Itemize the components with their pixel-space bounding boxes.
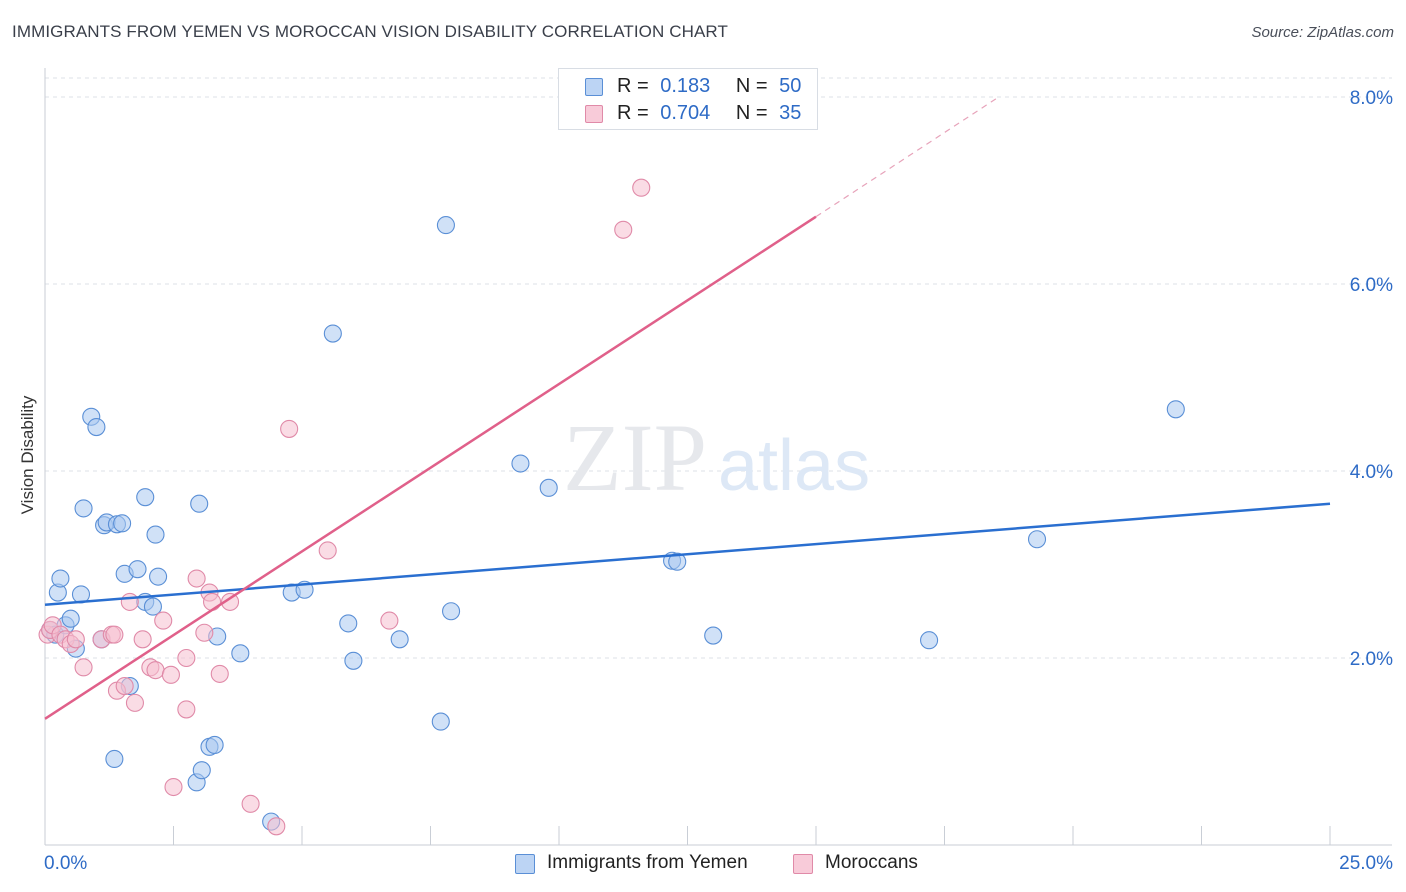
moroccan-point	[210, 664, 229, 683]
bottom-legend-label-yemen: Immigrants from Yemen	[547, 852, 748, 873]
moroccan-point	[146, 661, 165, 680]
yemen-point	[704, 626, 723, 645]
grid-layer	[45, 77, 1392, 659]
moroccan-point	[203, 592, 222, 611]
bottom-legend-label-moroccan: Moroccans	[825, 852, 918, 873]
moroccan-point	[280, 419, 299, 438]
moroccan-point	[177, 700, 196, 719]
legend-row-moroccan: R = 0.704 N = 35	[559, 102, 817, 126]
yemen-point	[344, 651, 363, 670]
moroccan-point	[267, 817, 286, 836]
yemen-point	[431, 712, 450, 731]
yemen-point	[113, 514, 132, 533]
legend-n-value: 50	[779, 75, 802, 97]
moroccan-point	[241, 794, 260, 813]
yemen-point	[146, 525, 165, 544]
yemen-point	[128, 560, 147, 579]
yemen-point	[136, 488, 155, 507]
yemen-point	[105, 749, 124, 769]
watermark-zip: ZIP	[563, 404, 707, 511]
trend-layer	[44, 98, 1331, 720]
legend-swatch-yemen	[585, 78, 603, 96]
moroccan-point	[125, 693, 144, 712]
legend-r-value: 0.704	[660, 102, 711, 124]
bottom-legend-swatch-moroccan	[793, 854, 813, 874]
source-label: Source: ZipAtlas.com	[1251, 24, 1394, 41]
moroccan-point	[133, 630, 152, 649]
legend-text-moroccan: R = 0.704 N = 35	[617, 102, 801, 125]
yemen-point	[339, 614, 358, 633]
moroccan-point	[177, 648, 196, 668]
moroccan-point	[161, 665, 180, 684]
moroccan-point	[154, 611, 173, 630]
yemen-point	[149, 567, 168, 586]
watermark-atlas: atlas	[718, 426, 870, 506]
moroccan-point	[632, 178, 651, 197]
legend-n-label: N =	[735, 75, 768, 97]
points-layer	[38, 178, 1185, 836]
yemen-point	[436, 216, 455, 235]
yemen-point	[61, 609, 80, 628]
legend-r-label: R =	[617, 102, 649, 124]
moroccan-trend-line	[44, 215, 817, 720]
moroccan-point	[74, 658, 93, 677]
yemen-point	[192, 761, 211, 780]
x-tick-label: 0.0%	[44, 853, 87, 874]
moroccan-point	[120, 592, 139, 611]
legend-text-yemen: R = 0.183 N = 50	[617, 75, 801, 98]
yemen-point	[1166, 400, 1185, 419]
legend-row-yemen: R = 0.183 N = 50	[559, 75, 817, 99]
yemen-point	[190, 494, 209, 513]
yemen-point	[1027, 530, 1047, 549]
watermark: ZIP atlas	[563, 404, 870, 511]
moroccan-point	[164, 777, 183, 797]
correlation-legend: R = 0.183 N = 50 R = 0.704 N = 35	[558, 68, 818, 130]
yemen-point	[390, 630, 409, 649]
yemen-point	[539, 478, 558, 497]
yemen-point	[323, 324, 342, 343]
yemen-point	[231, 644, 250, 663]
yemen-trend-line	[44, 502, 1331, 606]
y-tick-label: 4.0%	[1350, 462, 1393, 483]
moroccan-point	[220, 592, 240, 611]
yemen-point	[668, 552, 687, 571]
yemen-point	[143, 597, 162, 616]
bottom-legend-yemen: Immigrants from Yemen	[515, 852, 775, 876]
bottom-legend-swatch-yemen	[515, 854, 535, 874]
moroccan-point	[115, 676, 134, 696]
moroccan-point	[66, 630, 85, 649]
yemen-point	[74, 499, 93, 518]
legend-r-label: R =	[617, 75, 649, 97]
y-tick-label: 2.0%	[1350, 649, 1393, 670]
x-tick-label: 25.0%	[1339, 853, 1393, 874]
legend-swatch-moroccan	[585, 105, 603, 123]
bottom-legend-moroccan: Moroccans	[793, 852, 953, 876]
moroccan-point	[614, 220, 633, 239]
yemen-point	[205, 735, 224, 755]
y-axis-label: Vision Disability	[18, 395, 37, 514]
legend-r-value: 0.183	[660, 75, 711, 97]
y-tick-label: 6.0%	[1350, 275, 1393, 296]
yemen-point	[920, 631, 939, 650]
yemen-point	[442, 602, 461, 621]
moroccan-trend-extension	[815, 98, 997, 218]
yemen-point	[51, 569, 70, 588]
moroccan-point	[380, 611, 399, 630]
chart-title: IMMIGRANTS FROM YEMEN VS MOROCCAN VISION…	[12, 22, 728, 41]
legend-n-label: N =	[735, 102, 768, 124]
yemen-point	[87, 418, 106, 437]
moroccan-point	[318, 541, 337, 560]
legend-n-value: 35	[779, 102, 802, 124]
moroccan-point	[105, 625, 124, 644]
y-tick-label: 8.0%	[1350, 88, 1393, 109]
moroccan-point	[187, 569, 206, 588]
moroccan-point	[195, 623, 214, 642]
axes-layer: 2.0% 4.0% 6.0% 8.0% 0.0% 25.0%	[44, 68, 1393, 874]
yemen-point	[511, 454, 530, 473]
